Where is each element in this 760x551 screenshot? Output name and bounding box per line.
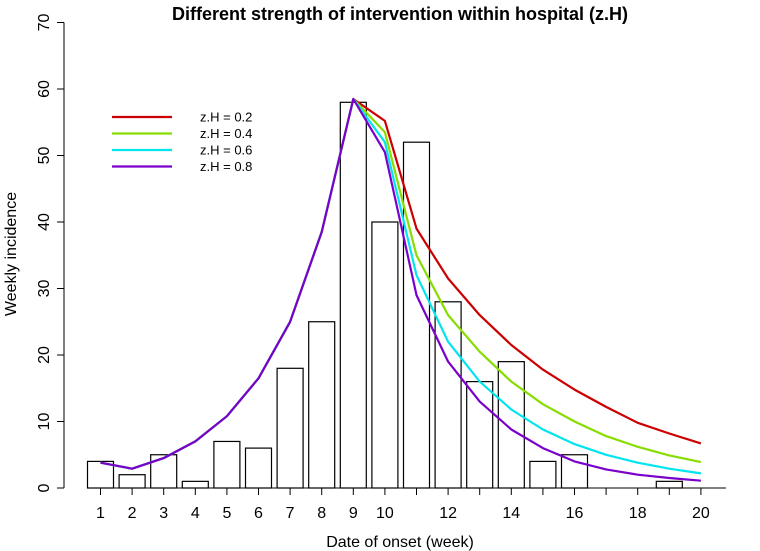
y-tick-label: 50 bbox=[36, 147, 53, 165]
bar bbox=[529, 460, 557, 489]
y-tick-label: 60 bbox=[36, 80, 53, 98]
bar bbox=[150, 454, 178, 489]
bar bbox=[308, 321, 336, 489]
x-tick-label: 3 bbox=[159, 505, 168, 522]
x-tick-label: 6 bbox=[254, 505, 263, 522]
x-tick-label: 12 bbox=[439, 505, 457, 522]
x-axis: 1 2 3 4 5 6 7 8 9 10 12 14 16 18 20 bbox=[87, 487, 726, 522]
legend-label: z.H = 0.2 bbox=[200, 110, 252, 125]
y-tick-label: 40 bbox=[36, 213, 53, 231]
y-tick-label: 0 bbox=[36, 483, 53, 492]
bar bbox=[560, 454, 589, 489]
x-tick-label: 14 bbox=[502, 505, 520, 522]
chart-title: Different strength of intervention withi… bbox=[172, 4, 628, 24]
bar bbox=[181, 480, 209, 489]
y-tick-label: 70 bbox=[36, 14, 53, 32]
bar bbox=[371, 221, 399, 489]
legend-label: z.H = 0.6 bbox=[200, 143, 252, 158]
x-tick-label: 5 bbox=[222, 505, 231, 522]
x-tick-label: 10 bbox=[376, 505, 394, 522]
bar bbox=[118, 474, 146, 489]
series-line bbox=[100, 97, 702, 470]
series-line bbox=[100, 97, 701, 482]
bar bbox=[655, 480, 683, 489]
series-lines bbox=[100, 97, 702, 482]
x-tick-label: 4 bbox=[191, 505, 200, 522]
series-line bbox=[100, 97, 702, 470]
legend: z.H = 0.2z.H = 0.4 z.H = 0.6z.H = 0.8 bbox=[112, 110, 252, 174]
x-tick-label: 18 bbox=[629, 505, 647, 522]
bar bbox=[339, 101, 367, 489]
y-tick-label: 20 bbox=[36, 346, 53, 364]
bar bbox=[434, 301, 462, 489]
x-tick-label: 20 bbox=[692, 505, 710, 522]
bar bbox=[276, 367, 304, 489]
bar bbox=[466, 381, 494, 489]
y-axis: 0 10 20 30 40 50 60 70 bbox=[36, 14, 65, 492]
x-tick-label: 8 bbox=[317, 505, 326, 522]
series-line bbox=[100, 97, 702, 475]
x-tick-label: 2 bbox=[128, 505, 137, 522]
x-tick-label: 7 bbox=[286, 505, 295, 522]
x-tick-label: 9 bbox=[349, 505, 358, 522]
y-tick-label: 10 bbox=[36, 413, 53, 431]
bar-group bbox=[86, 101, 683, 489]
y-axis-label: Weekly incidence bbox=[3, 192, 20, 316]
x-tick-label: 16 bbox=[566, 505, 584, 522]
legend-label: z.H = 0.4 bbox=[200, 126, 252, 141]
x-axis-label: Date of onset (week) bbox=[326, 534, 474, 551]
y-tick-label: 30 bbox=[36, 280, 53, 298]
bar bbox=[213, 440, 241, 489]
bar bbox=[244, 447, 273, 489]
x-tick-label: 1 bbox=[96, 505, 105, 522]
legend-label: z.H = 0.8 bbox=[200, 159, 252, 174]
